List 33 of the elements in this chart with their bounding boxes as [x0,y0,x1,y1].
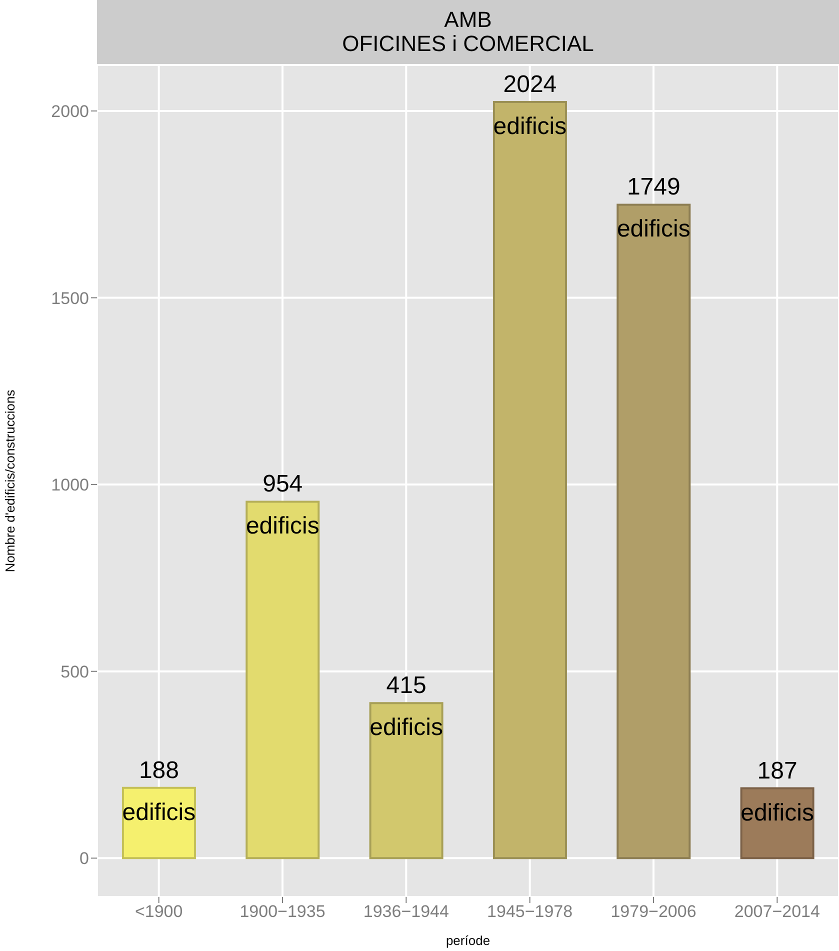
y-tick-label: 2000 [51,102,89,121]
x-axis-title: període [446,933,490,948]
annotation: edificis [370,714,443,742]
bar [246,500,320,860]
data-label: 954 [262,470,303,498]
x-tick-label: 1979−2006 [610,902,696,922]
data-label: 1749 [626,174,680,201]
bar [740,787,814,860]
y-axis-title: Nombre d'edificis/construccions [2,389,18,572]
annotation: edificis [246,512,320,540]
y-tick-label: 0 [80,849,89,868]
bar [616,204,691,860]
x-tick-label: 1945−1978 [487,902,573,922]
annotation: edificis [122,798,196,826]
y-tick-label: 500 [60,662,89,682]
data-label: 188 [138,756,179,784]
chart-subtitle: OFICINES i COMERCIAL [341,31,595,56]
x-tick-label: <1900 [134,902,183,922]
x-tick-label: 1936−1944 [363,902,449,922]
annotation: edificis [616,216,690,243]
y-tick-label: 1000 [51,476,89,495]
chart-title: AMB [443,7,493,32]
annotation: edificis [493,112,567,140]
x-tick-label: 1900−1935 [240,902,326,922]
annotation: edificis [740,799,814,826]
data-label: 2024 [503,70,557,98]
y-tick-label: 1500 [51,288,89,308]
data-label: 187 [757,757,798,784]
bar [492,100,567,860]
bar [369,702,444,860]
x-tick-label: 2007−2014 [734,902,820,922]
data-label: 415 [386,672,426,700]
bar [122,786,196,860]
